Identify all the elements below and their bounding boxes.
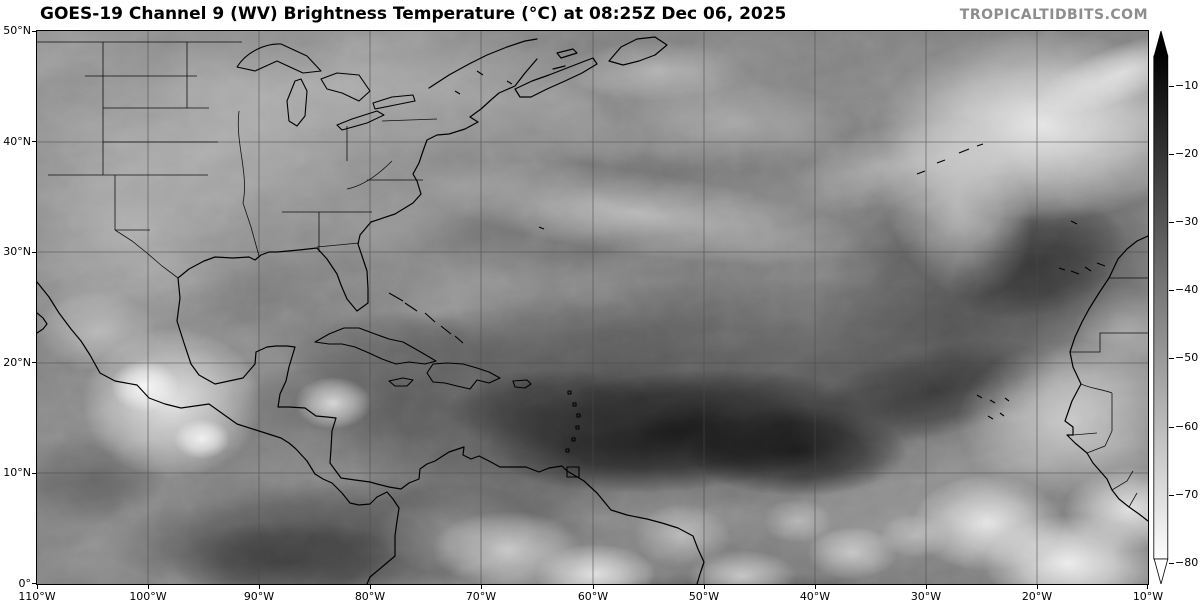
lon-tick-label: 30°W	[910, 590, 942, 603]
lat-tick-label: 30°N	[3, 245, 31, 258]
lon-tick-label: 80°W	[354, 590, 386, 603]
colorbar-tick-label: −10	[1175, 79, 1199, 92]
lat-tick	[32, 583, 37, 584]
coastlines	[36, 36, 1149, 585]
lat-tick	[32, 141, 37, 142]
lat-tick-label: 50°N	[3, 24, 31, 37]
lon-tick-label: 40°W	[799, 590, 831, 603]
lon-tick	[1147, 585, 1148, 589]
lat-tick-label: 20°N	[3, 356, 31, 369]
lat-tick	[32, 362, 37, 363]
colorbar-tick	[1169, 427, 1174, 428]
colorbar-gradient	[1153, 55, 1169, 560]
lon-tick	[1037, 585, 1038, 589]
colorbar-max-arrow	[1153, 31, 1169, 57]
lon-tick-label: 20°W	[1021, 590, 1053, 603]
lon-tick-label: 50°W	[688, 590, 720, 603]
colorbar-tick-label: −70	[1175, 488, 1199, 501]
lon-tick	[259, 585, 260, 589]
islands	[314, 143, 1106, 478]
lon-tick	[37, 585, 38, 589]
lon-tick	[704, 585, 705, 589]
colorbar-tick-label: −30	[1175, 215, 1199, 228]
colorbar-tick-label: −60	[1175, 420, 1199, 433]
lat-tick	[32, 31, 37, 32]
lon-tick	[481, 585, 482, 589]
lon-tick	[926, 585, 927, 589]
lat-tick-label: 40°N	[3, 135, 31, 148]
watermark: TROPICALTIDBITS.COM	[959, 7, 1148, 23]
lat-tick-label: 10°N	[3, 466, 31, 479]
lon-tick-label: 100°W	[129, 590, 167, 603]
state-country-borders	[37, 41, 1148, 508]
lon-tick	[593, 585, 594, 589]
lon-tick-label: 60°W	[577, 590, 609, 603]
colorbar-tick	[1169, 154, 1174, 155]
colorbar-min-arrow	[1153, 558, 1169, 584]
lon-tick	[148, 585, 149, 589]
lon-tick-label: 70°W	[465, 590, 497, 603]
graticule	[37, 31, 1148, 584]
colorbar-tick	[1169, 495, 1174, 496]
lon-tick	[815, 585, 816, 589]
great-lakes	[236, 43, 513, 131]
colorbar-tick	[1169, 86, 1174, 87]
colorbar-tick-label: −50	[1175, 351, 1199, 364]
lat-tick	[32, 252, 37, 253]
colorbar-tick-label: −40	[1175, 283, 1199, 296]
lat-tick-label: 0°	[18, 577, 32, 590]
colorbar-tick	[1169, 290, 1174, 291]
lon-tick-label: 90°W	[243, 590, 275, 603]
colorbar-tick-label: −80	[1175, 556, 1199, 569]
lon-tick-label: 10°W	[1132, 590, 1164, 603]
lon-tick-label: 110°W	[18, 590, 56, 603]
colorbar-tick	[1169, 358, 1174, 359]
colorbar	[1153, 31, 1169, 584]
colorbar-tick	[1169, 563, 1174, 564]
lat-tick	[32, 473, 37, 474]
colorbar-tick	[1169, 222, 1174, 223]
colorbar-tick-label: −20	[1175, 147, 1199, 160]
page-title: GOES-19 Channel 9 (WV) Brightness Temper…	[40, 4, 787, 24]
lon-tick	[370, 585, 371, 589]
